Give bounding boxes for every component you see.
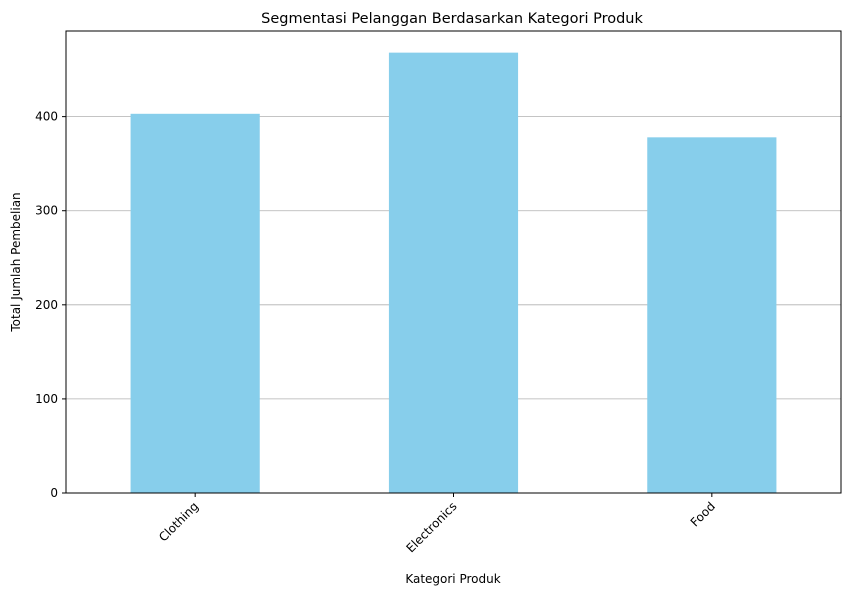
bars	[130, 52, 777, 494]
y-tick-label: 0	[50, 486, 58, 500]
bar-food	[647, 137, 777, 493]
y-axis-ticks: 0 100 200 300 400	[35, 110, 66, 500]
x-tick-label: Clothing	[156, 499, 201, 544]
x-axis-label: Kategori Produk	[405, 572, 500, 586]
x-tick-label: Electronics	[403, 499, 459, 555]
bar-electronics	[388, 52, 519, 494]
y-tick-label: 200	[35, 298, 58, 312]
chart-title: Segmentasi Pelanggan Berdasarkan Kategor…	[261, 11, 643, 27]
y-tick-label: 400	[35, 110, 58, 124]
y-tick-label: 100	[35, 392, 58, 406]
x-axis-ticks: Clothing Electronics Food	[156, 493, 718, 555]
y-tick-label: 300	[35, 204, 58, 218]
y-axis-label: Total Jumlah Pembelian	[9, 192, 23, 332]
x-tick-label: Food	[688, 499, 718, 529]
bar-clothing	[130, 113, 260, 494]
